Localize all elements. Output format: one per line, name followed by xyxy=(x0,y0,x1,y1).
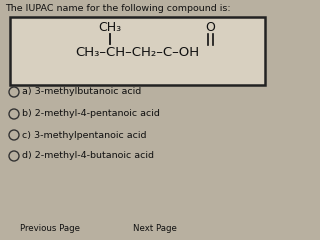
Text: The IUPAC name for the following compound is:: The IUPAC name for the following compoun… xyxy=(5,4,231,13)
Text: Next Page: Next Page xyxy=(133,224,177,233)
Text: c) 3-methylpentanoic acid: c) 3-methylpentanoic acid xyxy=(22,131,147,139)
Text: b) 2-methyl-4-pentanoic acid: b) 2-methyl-4-pentanoic acid xyxy=(22,109,160,119)
Text: CH₃: CH₃ xyxy=(99,21,122,34)
Text: Previous Page: Previous Page xyxy=(20,224,80,233)
Text: a) 3-methylbutanoic acid: a) 3-methylbutanoic acid xyxy=(22,88,141,96)
Bar xyxy=(10,17,265,85)
Text: d) 2-methyl-4-butanoic acid: d) 2-methyl-4-butanoic acid xyxy=(22,151,154,161)
Text: O: O xyxy=(205,21,215,34)
Text: CH₃–CH–CH₂–C–OH: CH₃–CH–CH₂–C–OH xyxy=(76,46,200,59)
